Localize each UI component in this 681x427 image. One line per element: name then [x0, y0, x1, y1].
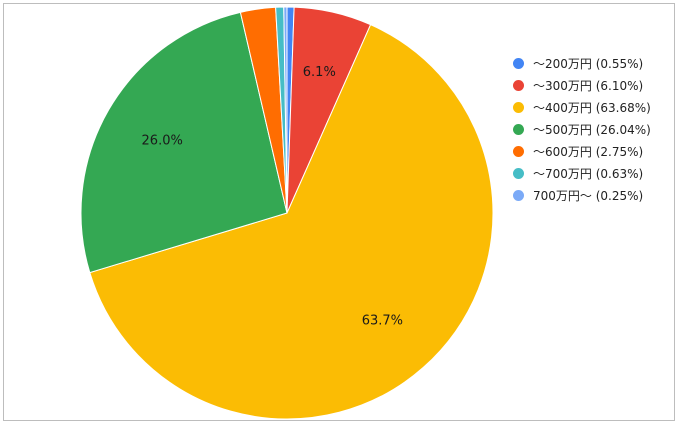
- legend-item-6[interactable]: 700万円～ (0.25%): [513, 184, 651, 206]
- legend-swatch-icon: [513, 189, 524, 201]
- slice-label-2: 63.7%: [362, 314, 403, 329]
- legend-swatch-icon: [513, 123, 524, 135]
- legend-item-2[interactable]: ～400万円 (63.68%): [513, 96, 651, 118]
- legend-label: ～300万円 (6.10%): [533, 78, 644, 93]
- legend-item-5[interactable]: ～700万円 (0.63%): [513, 162, 651, 184]
- legend-item-4[interactable]: ～600万円 (2.75%): [513, 140, 651, 162]
- legend-label: ～600万円 (2.75%): [533, 144, 644, 159]
- legend-label: ～500万円 (26.04%): [533, 122, 651, 137]
- legend-label: ～200万円 (0.55%): [533, 56, 644, 71]
- slice-label-1: 6.1%: [303, 65, 336, 80]
- legend-swatch-icon: [513, 57, 524, 69]
- pie-slice-6[interactable]: [283, 6, 288, 214]
- legend-swatch-icon: [513, 101, 524, 113]
- legend-swatch-icon: [513, 79, 524, 91]
- slice-label-3: 26.0%: [142, 133, 183, 148]
- pie-slice-2[interactable]: [89, 24, 494, 420]
- chart-legend: ～200万円 (0.55%) ～300万円 (6.10%) ～400万円 (63.6…: [513, 52, 651, 206]
- legend-item-3[interactable]: ～500万円 (26.04%): [513, 118, 651, 140]
- legend-label: ～700万円 (0.63%): [533, 166, 644, 181]
- legend-item-1[interactable]: ～300万円 (6.10%): [513, 74, 651, 96]
- legend-swatch-icon: [513, 145, 524, 157]
- legend-label: ～400万円 (63.68%): [533, 100, 651, 115]
- legend-item-0[interactable]: ～200万円 (0.55%): [513, 52, 651, 74]
- legend-swatch-icon: [513, 167, 524, 179]
- pie-slice-3[interactable]: [80, 11, 288, 274]
- legend-label: 700万円～ (0.25%): [533, 188, 644, 203]
